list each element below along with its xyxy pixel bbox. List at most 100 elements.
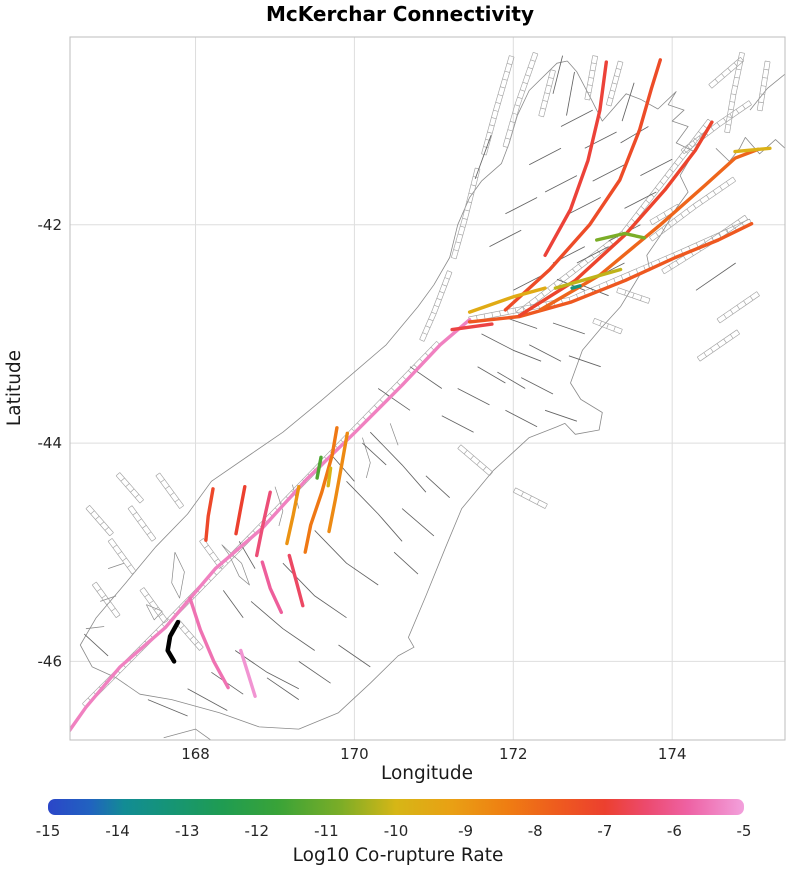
fault-surface-ribbon — [724, 51, 745, 134]
coastline-path — [163, 728, 211, 740]
colorbar-tick-label: -13 — [175, 822, 200, 840]
co-rupture-fault — [327, 431, 349, 534]
fault-trace — [481, 333, 542, 362]
co-rupture-fault — [260, 560, 283, 614]
co-rupture-fault — [239, 648, 257, 698]
coastline-path — [749, 73, 785, 111]
fault-surface-ribbon — [127, 505, 157, 542]
colorbar-tick-label: -8 — [528, 822, 543, 840]
fault-trace — [474, 135, 492, 180]
fault-trace — [529, 147, 562, 166]
fault-surface-ribbon — [155, 472, 184, 509]
fault-trace — [621, 82, 635, 122]
co-rupture-fault — [287, 553, 305, 608]
x-axis-label: Longitude — [381, 763, 473, 784]
lake-outline — [221, 544, 250, 586]
fault-surface-ribbon — [716, 291, 760, 324]
x-tick-label: 170 — [340, 745, 369, 763]
co-rupture-fault — [538, 147, 760, 312]
fault-surface-ribbon — [584, 55, 599, 101]
co-rupture-fault — [326, 466, 333, 488]
fault-trace — [695, 262, 736, 291]
colorbar-tick-label: -12 — [245, 822, 270, 840]
fault-trace — [552, 55, 564, 94]
fault-surface-ribbon — [649, 176, 736, 242]
fault-trace — [369, 431, 427, 493]
co-rupture-fault — [570, 284, 582, 290]
fault-trace — [568, 197, 601, 215]
fault-surface-ribbon — [457, 444, 493, 477]
fault-trace — [592, 164, 625, 182]
lake-outline — [389, 423, 399, 446]
fault-trace — [505, 409, 538, 428]
fault-trace — [568, 355, 601, 368]
co-rupture-fault — [204, 487, 215, 542]
fault-trace — [576, 246, 609, 264]
chart-title: McKerchar Connectivity — [266, 2, 534, 26]
fault-trace — [489, 229, 522, 247]
fault-trace — [362, 442, 387, 466]
coastline-path — [85, 626, 105, 630]
fault-surface-ribbon — [481, 55, 515, 156]
fault-trace — [298, 661, 331, 684]
fault-trace — [338, 644, 371, 668]
co-rupture-fault — [595, 231, 647, 242]
y-tick-label: -42 — [38, 216, 63, 234]
fault-trace — [401, 508, 435, 537]
fault-surface-ribbon — [538, 69, 556, 118]
fault-trace — [640, 158, 673, 176]
colorbar-tick-label: -10 — [384, 822, 409, 840]
coastline-path — [107, 562, 125, 569]
fault-surface-ribbon — [419, 270, 453, 342]
fault-trace — [624, 191, 657, 209]
fault-trace — [505, 317, 538, 329]
co-rupture-fault — [315, 455, 323, 480]
fault-trace — [346, 481, 403, 542]
fault-surface-ribbon — [605, 60, 624, 107]
fault-trace — [552, 322, 585, 335]
colorbar-tick-label: -15 — [36, 822, 61, 840]
lake-outline — [171, 552, 185, 599]
fault-trace — [377, 388, 411, 411]
fault-trace — [521, 377, 554, 395]
fault-trace — [147, 699, 188, 717]
co-rupture-fault — [733, 146, 772, 154]
x-tick-label: 172 — [499, 745, 528, 763]
colorbar — [48, 799, 744, 815]
coastline-path — [79, 60, 695, 730]
co-rupture-fault — [450, 322, 494, 332]
co-rupture-fault — [303, 426, 339, 554]
fault-surface-ribbon — [756, 60, 771, 112]
colorbar-label: Log10 Co-rupture Rate — [293, 845, 504, 866]
fault-surface-ribbon — [91, 581, 121, 618]
fault-surface-ribbon — [696, 329, 740, 362]
fault-trace — [560, 109, 593, 127]
lake-outline — [274, 486, 284, 527]
fault-surface-ribbon — [502, 51, 539, 148]
fault-trace — [266, 677, 300, 700]
fault-surface-ribbon — [199, 538, 224, 569]
co-rupture-fault — [165, 619, 181, 664]
fault-trace — [457, 388, 490, 406]
x-tick-label: 168 — [181, 745, 210, 763]
colorbar-tick-label: -5 — [737, 822, 752, 840]
plot-frame — [69, 36, 786, 741]
fault-trace — [234, 650, 299, 690]
co-rupture-fault — [188, 596, 230, 690]
colorbar-tick-label: -9 — [458, 822, 473, 840]
colorbar-tick-label: -11 — [314, 822, 339, 840]
fault-surface-ribbon — [616, 287, 651, 304]
co-rupture-fault — [467, 286, 547, 314]
co-rupture-fault — [553, 267, 623, 290]
y-axis-label: Latitude — [4, 350, 25, 426]
fault-trace — [497, 371, 526, 389]
fault-surface-ribbon — [139, 587, 169, 624]
fault-trace — [580, 284, 609, 297]
colorbar-tick-label: -6 — [667, 822, 682, 840]
fault-trace — [441, 415, 474, 433]
colorbar-tick-labels: -15 -14 -13 -12 -11 -10 -9 -8 -7 -6 -5 — [36, 822, 752, 840]
fault-trace — [222, 590, 244, 618]
fault-surface-ribbon — [513, 487, 548, 509]
